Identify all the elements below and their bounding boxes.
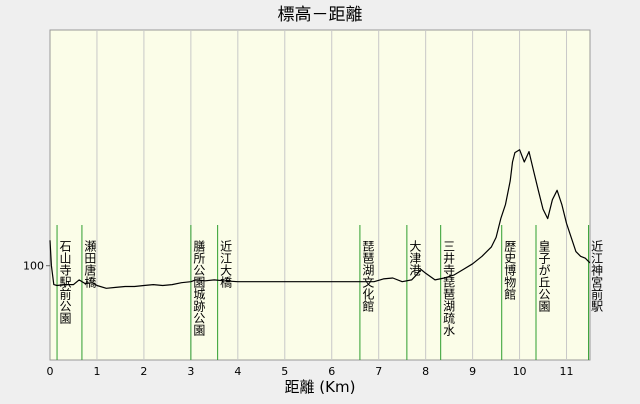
landmark-markers: 石山寺駅前公園 瀬田唐橋 膳所公園城跡公園 近江大橋 琵琶湖文化館 大津港 三井寺琵琶湖疏水… (56, 225, 604, 360)
x-tick-label: 11 (560, 365, 574, 378)
landmark-label: 近江神宮前駅 (590, 240, 604, 313)
x-tick-label: 4 (234, 365, 241, 378)
landmark-label: 近江大橋 (219, 240, 233, 289)
x-tick-label: 0 (47, 365, 54, 378)
x-tick-label: 6 (328, 365, 335, 378)
x-tick-label: 7 (375, 365, 382, 378)
x-tick-label: 3 (187, 365, 194, 378)
landmark-label: 瀬田唐橋 (83, 240, 97, 289)
landmark-label: 石山寺駅前公園 (58, 240, 72, 324)
landmark-label: 膳所公園城跡公園 (192, 239, 206, 336)
chart-title: 標高－距離 (278, 5, 363, 25)
x-tick-label: 9 (469, 365, 476, 378)
x-tick-label: 1 (93, 365, 100, 378)
landmark-label: 琵琶湖文化館 (361, 240, 375, 312)
grid-lines (96, 30, 568, 360)
axis-ticks: 0 1 2 3 4 5 6 7 8 9 10 11 100 (23, 260, 574, 378)
x-tick-label: 10 (513, 365, 527, 378)
plot-area (49, 29, 591, 361)
series-line (49, 149, 591, 289)
landmark-label: 大津港 (408, 240, 422, 276)
x-tick-label: 2 (140, 365, 147, 378)
landmark-label: 歴史博物館 (503, 240, 517, 300)
landmark-label: 三井寺琵琶湖疏水 (442, 240, 456, 336)
landmark-label: 皇子が丘公園 (537, 240, 551, 312)
x-axis-label: 距離 (Km) (285, 378, 356, 396)
y-tick-label: 100 (23, 260, 44, 273)
x-tick-label: 8 (422, 365, 429, 378)
x-tick-label: 5 (281, 365, 288, 378)
